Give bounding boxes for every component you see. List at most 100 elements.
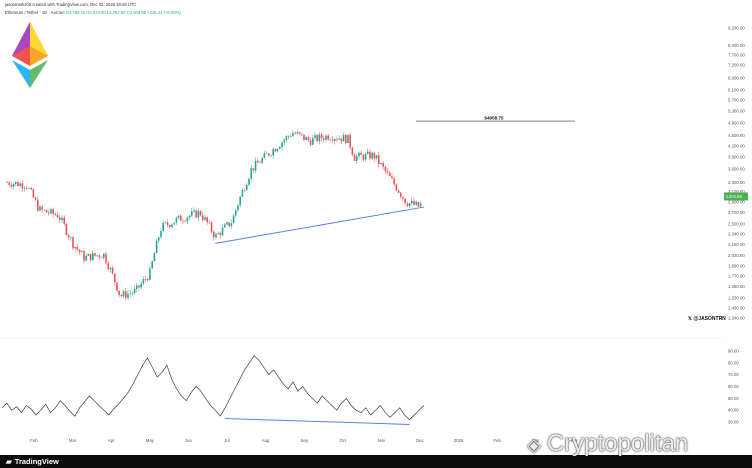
date-tick-label: Jul <box>224 438 230 443</box>
candle-body <box>294 132 296 134</box>
candle-body <box>12 183 15 187</box>
price-tick-label: 4,900.00 <box>728 120 745 125</box>
candle-body <box>263 153 266 158</box>
candle-body <box>67 234 70 238</box>
candle-body <box>333 139 336 141</box>
candle-body <box>215 233 217 238</box>
candle-body <box>419 203 422 207</box>
date-tick-label: May <box>146 438 155 443</box>
candle-body <box>140 283 142 288</box>
price-tick-label: 6,100.00 <box>728 87 745 92</box>
candle-body <box>219 233 222 236</box>
rsi-tick-label: 40.00 <box>728 408 739 413</box>
candle-body <box>133 289 136 294</box>
candle-body <box>404 198 406 204</box>
price-tick-label: 7,200.00 <box>728 62 745 67</box>
candle-body <box>230 223 233 227</box>
candle-body <box>320 134 323 139</box>
candle-body <box>314 135 316 139</box>
candle-body <box>305 137 307 140</box>
date-tick-label: Aug <box>262 438 270 443</box>
candle-body <box>375 155 378 159</box>
target-label: $4958.75 <box>484 116 504 121</box>
candle-body <box>142 279 145 284</box>
candle-body <box>105 253 107 264</box>
chart-frame <box>0 0 752 455</box>
candle-body <box>100 257 103 258</box>
candle-body <box>10 184 13 187</box>
candle-body <box>171 224 173 228</box>
candle-body <box>331 139 334 141</box>
candle-body <box>72 237 74 249</box>
price-tick-label: 2,180.00 <box>728 242 745 247</box>
candle-body <box>358 152 360 157</box>
candle-body <box>344 134 347 144</box>
candle-body <box>223 224 226 228</box>
candle-body <box>399 192 402 197</box>
candle-body <box>94 253 96 256</box>
candle-body <box>8 182 10 185</box>
candle-body <box>281 142 283 148</box>
candle-body <box>162 222 164 231</box>
candle-body <box>153 253 156 262</box>
candle-body <box>336 139 338 140</box>
candle-body <box>107 263 109 270</box>
candle-body <box>85 255 87 261</box>
candle-body <box>347 134 349 144</box>
candle-body <box>254 160 257 171</box>
candle-body <box>366 151 369 154</box>
candle-body <box>129 293 131 294</box>
candle-body <box>157 237 160 241</box>
candle-body <box>122 291 125 297</box>
candle-body <box>155 240 158 254</box>
date-tick-label: Nov <box>378 438 386 443</box>
price-tick-label: 4,500.00 <box>728 133 745 138</box>
candle-body <box>182 220 184 222</box>
candle-body <box>36 199 39 211</box>
candle-body <box>362 155 365 160</box>
ohlc-values: O2,768.15 H3,033.80 L2,762.50 C3,004.58 … <box>65 10 181 15</box>
candle-body <box>102 253 105 258</box>
price-tick-label: 7,700.00 <box>728 52 745 57</box>
candle-body <box>239 196 241 206</box>
candle-body <box>377 155 380 164</box>
date-tick-label: 2026 <box>454 438 464 443</box>
candle-body <box>228 222 230 227</box>
candle-body <box>197 210 200 218</box>
bottom-bar: ▰ TradingView <box>0 455 752 468</box>
candle-body <box>21 183 24 189</box>
candle-body <box>285 136 288 141</box>
candle-body <box>221 227 224 236</box>
price-tick-label: 3,100.00 <box>728 189 745 194</box>
cryptopolitan-watermark: ◈ Cryptopolitan <box>527 428 688 460</box>
price-trendline <box>215 206 425 244</box>
candle-body <box>272 149 274 156</box>
candle-body <box>364 153 367 160</box>
candle-body <box>270 155 272 156</box>
candle-body <box>353 154 356 161</box>
candle-body <box>168 224 171 228</box>
candle-body <box>6 182 8 183</box>
price-tick-label: 9,200.00 <box>728 26 745 31</box>
candle-body <box>190 211 193 216</box>
candle-body <box>151 261 153 269</box>
candle-body <box>259 162 261 164</box>
candle-body <box>388 172 391 177</box>
candle-body <box>303 134 305 140</box>
date-tick-label: Feb <box>493 438 501 443</box>
candle-body <box>65 223 68 235</box>
tradingview-logo: ▰ TradingView <box>6 457 59 466</box>
date-tick-label: Mar <box>532 438 540 443</box>
candle-body <box>98 255 101 258</box>
candle-body <box>127 293 129 298</box>
candle-body <box>89 253 92 261</box>
candle-body <box>349 134 351 148</box>
current-price-label: 3,004.58 <box>726 194 743 199</box>
rsi-tick-label: 80.00 <box>728 360 739 365</box>
candle-body <box>195 210 197 218</box>
candle-body <box>210 222 213 232</box>
candle-body <box>371 152 373 159</box>
candle-body <box>113 273 116 283</box>
candle-body <box>373 152 376 159</box>
candle-body <box>78 249 81 253</box>
